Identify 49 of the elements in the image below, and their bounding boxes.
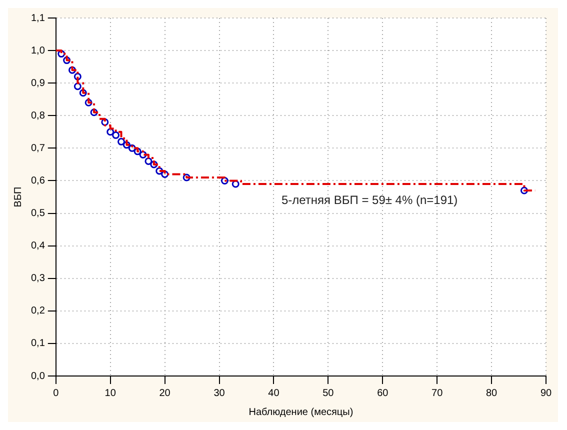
x-tick-label: 50 — [322, 388, 334, 399]
point — [74, 72, 82, 80]
point — [74, 82, 82, 90]
point — [128, 144, 136, 152]
x-tick-label: 40 — [268, 388, 280, 399]
point — [68, 66, 76, 74]
y-tick-label: 0,5 — [30, 208, 46, 220]
x-tick-label: 90 — [540, 388, 552, 399]
y-tick-label: 0,1 — [30, 338, 46, 350]
y-tick-label: 0,9 — [30, 78, 46, 89]
point — [520, 186, 528, 194]
y-tick-label: 0,6 — [30, 175, 46, 186]
x-tick-label: 20 — [159, 388, 171, 399]
x-tick-label: 80 — [486, 388, 498, 399]
point — [101, 118, 109, 126]
y-axis-title: ВБП — [12, 186, 24, 208]
y-tick-label: 0,4 — [30, 240, 46, 252]
x-tick-label: 30 — [214, 388, 226, 399]
y-tick-label: 0,3 — [30, 273, 46, 284]
point — [144, 157, 152, 165]
y-tick-label: 1,1 — [30, 12, 46, 24]
x-tick-label: 60 — [377, 388, 389, 399]
point — [112, 131, 120, 139]
point — [139, 150, 147, 158]
y-tick-label: 0,8 — [30, 110, 46, 122]
point — [134, 148, 142, 156]
y-tick-label: 0,0 — [30, 370, 46, 382]
point — [182, 174, 190, 182]
x-tick-label: 0 — [53, 388, 60, 399]
point — [90, 108, 98, 116]
y-tick-label: 1,0 — [30, 45, 46, 56]
point — [232, 180, 240, 188]
point — [84, 98, 92, 106]
annotation: 5-летняя ВБП = 59± 4% (n=191) — [281, 193, 458, 208]
point — [156, 167, 164, 175]
y-tick-label: 0,7 — [30, 142, 46, 154]
point — [79, 89, 87, 97]
y-tick-label: 0,2 — [30, 306, 46, 317]
point — [58, 50, 66, 58]
point — [106, 128, 114, 136]
x-tick-label: 10 — [104, 388, 116, 399]
point — [161, 170, 169, 178]
point — [150, 160, 158, 168]
point — [63, 56, 71, 64]
point — [118, 138, 125, 146]
x-axis-title: Наблюдение (месяцы) — [248, 406, 354, 418]
point — [122, 141, 130, 149]
point — [220, 176, 228, 184]
x-tick-label: 70 — [432, 388, 444, 399]
